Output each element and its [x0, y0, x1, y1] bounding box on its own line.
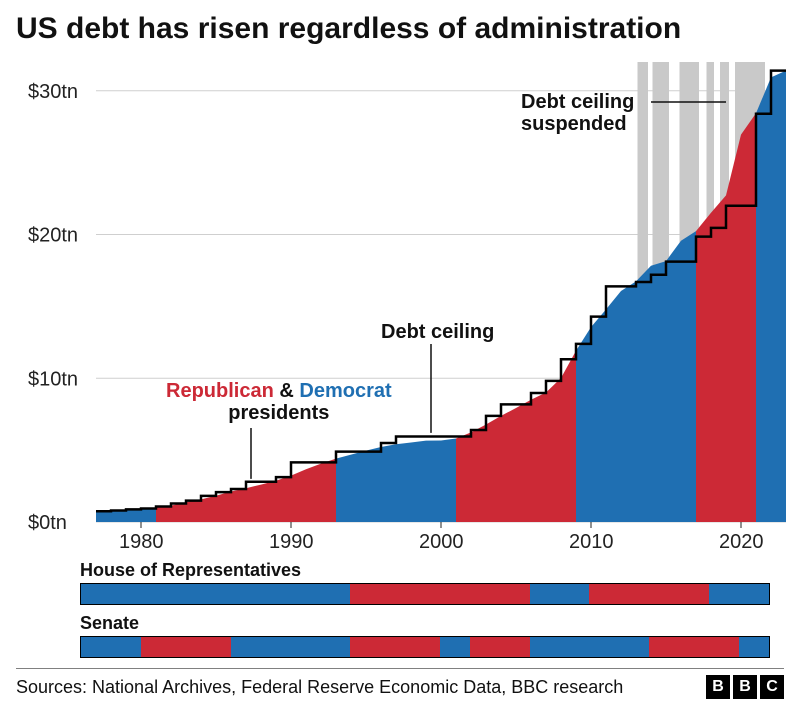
party-segment	[81, 637, 141, 657]
svg-text:$10tn: $10tn	[28, 368, 78, 390]
bbc-logo-block: C	[760, 675, 784, 699]
senate-strip	[80, 636, 770, 658]
svg-text:$20tn: $20tn	[28, 225, 78, 247]
party-segment	[231, 637, 351, 657]
svg-text:1990: 1990	[269, 531, 314, 552]
chart-svg: $0tn $10tn $20tn $30tn 1980 1990 2000 2010 2020 D…	[16, 52, 786, 552]
party-segment	[81, 584, 350, 604]
chart-area: $0tn $10tn $20tn $30tn 1980 1990 2000 2010 2020 D…	[16, 52, 786, 552]
party-segment	[589, 584, 709, 604]
bbc-logo: BBC	[706, 675, 784, 699]
senate-strip-label: Senate	[80, 613, 800, 634]
party-segment	[530, 584, 590, 604]
chart-footer: Sources: National Archives, Federal Rese…	[16, 668, 784, 699]
svg-text:2010: 2010	[569, 531, 614, 552]
party-segment	[649, 637, 739, 657]
svg-text:suspended: suspended	[521, 113, 627, 135]
house-strip-label: House of Representatives	[80, 560, 800, 581]
party-segment	[141, 637, 231, 657]
party-segment	[350, 637, 440, 657]
party-segment	[470, 637, 530, 657]
party-segment	[739, 637, 769, 657]
presidents-legend: Republican & Democratpresidents	[166, 380, 392, 424]
svg-text:Debt ceiling: Debt ceiling	[521, 91, 634, 113]
svg-text:$0tn: $0tn	[28, 512, 67, 534]
party-segment	[350, 584, 529, 604]
svg-text:2020: 2020	[719, 531, 764, 552]
party-segment	[709, 584, 769, 604]
source-text: Sources: National Archives, Federal Rese…	[16, 677, 623, 698]
chart-title: US debt has risen regardless of administ…	[16, 12, 800, 46]
bbc-logo-block: B	[706, 675, 730, 699]
bbc-logo-block: B	[733, 675, 757, 699]
party-segment	[530, 637, 650, 657]
house-strip	[80, 583, 770, 605]
svg-text:Debt ceiling: Debt ceiling	[381, 321, 494, 343]
svg-text:2000: 2000	[419, 531, 464, 552]
svg-text:$30tn: $30tn	[28, 81, 78, 103]
svg-text:1980: 1980	[119, 531, 164, 552]
party-segment	[440, 637, 470, 657]
